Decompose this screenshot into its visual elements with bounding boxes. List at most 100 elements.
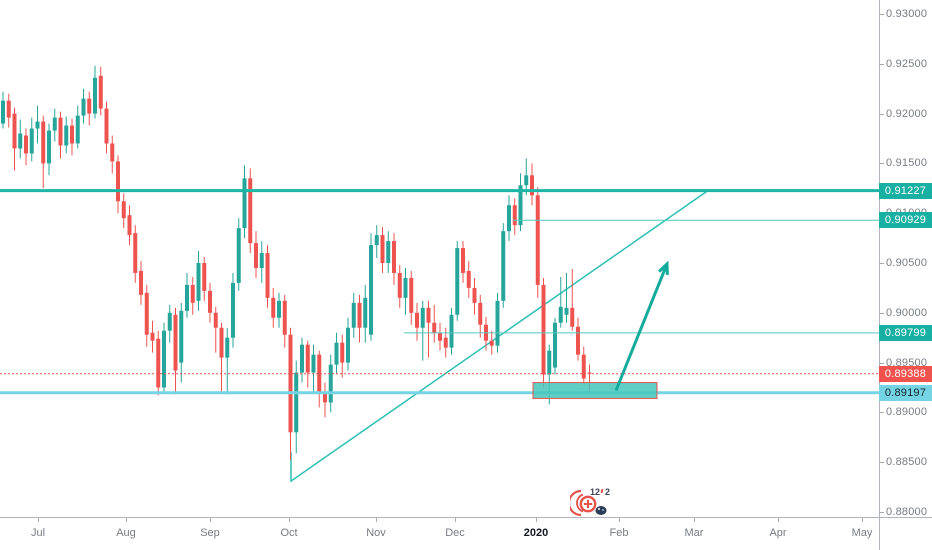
time-tick-mark	[210, 518, 211, 522]
time-tick-mark	[778, 518, 779, 522]
time-tick-mark	[38, 518, 39, 522]
candle	[52, 108, 57, 142]
time-tick-mark	[376, 518, 377, 522]
time-tick-mark	[289, 518, 290, 522]
candle	[518, 173, 523, 232]
candle	[397, 264, 402, 308]
time-tick-mark	[862, 518, 863, 522]
trendline[interactable]	[290, 190, 708, 483]
candle	[443, 327, 448, 358]
candle	[173, 307, 178, 395]
price-badge-0.90929: 0.90929	[879, 212, 932, 229]
candle	[167, 304, 172, 343]
candle	[576, 317, 580, 361]
candle	[231, 272, 235, 348]
candle	[507, 195, 511, 242]
demand-zone[interactable]	[532, 382, 658, 399]
price-tick-mark	[879, 512, 884, 513]
candle	[363, 284, 368, 343]
candle	[271, 287, 276, 328]
price-axis[interactable]: 0.930000.925000.920000.915000.910000.905…	[879, 0, 932, 518]
time-label-Apr: Apr	[769, 527, 787, 539]
candle	[415, 302, 419, 341]
price-axis-border	[879, 0, 880, 550]
arrow-shaft[interactable]	[614, 263, 669, 392]
candle	[12, 107, 17, 171]
price-badge-0.89799: 0.89799	[879, 324, 932, 341]
candle	[18, 119, 23, 159]
candle	[41, 115, 46, 189]
candle	[156, 330, 161, 396]
price-tick-mark	[879, 113, 884, 115]
price-tick-mark	[879, 14, 884, 15]
time-axis[interactable]: Jul Aug Sep Oct Nov Dec 2020 Feb Mar Apr May	[0, 517, 932, 550]
candle	[70, 118, 74, 156]
candle	[403, 267, 408, 315]
horizontal-level-lines[interactable]	[0, 189, 879, 395]
candle	[294, 360, 299, 454]
candle	[58, 111, 63, 159]
candle	[282, 294, 287, 348]
price-tick-label: 0.88000	[886, 506, 928, 518]
candle	[449, 307, 454, 355]
candlestick-series	[1, 65, 592, 461]
price-tick-label: 0.89000	[886, 406, 928, 419]
candle	[392, 233, 396, 285]
candle	[254, 231, 258, 278]
price-tick-mark	[879, 163, 884, 165]
time-tick-mark	[619, 518, 620, 522]
candle	[248, 168, 253, 254]
candle	[305, 340, 310, 388]
logo-watermark: 12 2	[567, 487, 614, 518]
candle	[98, 66, 103, 116]
time-label-Nov: Nov	[366, 527, 386, 539]
time-label-Oct: Oct	[280, 527, 298, 539]
time-label-2020: 2020	[523, 527, 549, 539]
projection-arrow-drawing[interactable]	[614, 260, 669, 392]
candle	[455, 241, 460, 321]
candle	[386, 231, 391, 273]
candle	[409, 270, 414, 325]
price-tick-label: 0.92500	[886, 57, 928, 70]
candle	[351, 292, 356, 338]
candle	[6, 93, 11, 128]
candle	[311, 344, 316, 393]
candle	[495, 292, 500, 353]
trendline-drawing[interactable]	[290, 190, 708, 483]
price-badge-0.91227: 0.91227	[879, 182, 932, 199]
candle	[190, 276, 195, 315]
candle	[127, 205, 132, 246]
candle	[121, 193, 126, 229]
candle	[35, 105, 40, 144]
candle	[29, 117, 34, 162]
candle	[489, 330, 494, 355]
candle	[265, 245, 270, 308]
price-tick-label: 0.89500	[886, 356, 928, 369]
candle	[346, 317, 350, 371]
price-tick-label: 0.92000	[886, 107, 928, 120]
candle	[558, 276, 563, 328]
candle	[564, 272, 569, 323]
candle	[300, 337, 304, 383]
candle	[426, 300, 431, 358]
candle	[144, 284, 149, 347]
time-label-Mar: Mar	[684, 527, 704, 539]
price-tick-label: 0.90500	[886, 257, 928, 269]
candle	[162, 322, 166, 393]
candle	[1, 91, 5, 129]
candle	[380, 227, 385, 273]
candle	[432, 304, 437, 343]
candle	[110, 135, 115, 174]
time-tick-mark	[536, 518, 537, 522]
price-tick-mark	[879, 412, 884, 414]
candle	[461, 241, 465, 283]
time-label-Dec: Dec	[445, 527, 465, 539]
demand-zone-rectangle[interactable]	[532, 382, 658, 399]
candle	[530, 163, 534, 206]
candle	[570, 268, 575, 331]
candle	[374, 225, 379, 259]
candle	[340, 334, 345, 378]
candle	[472, 277, 477, 315]
